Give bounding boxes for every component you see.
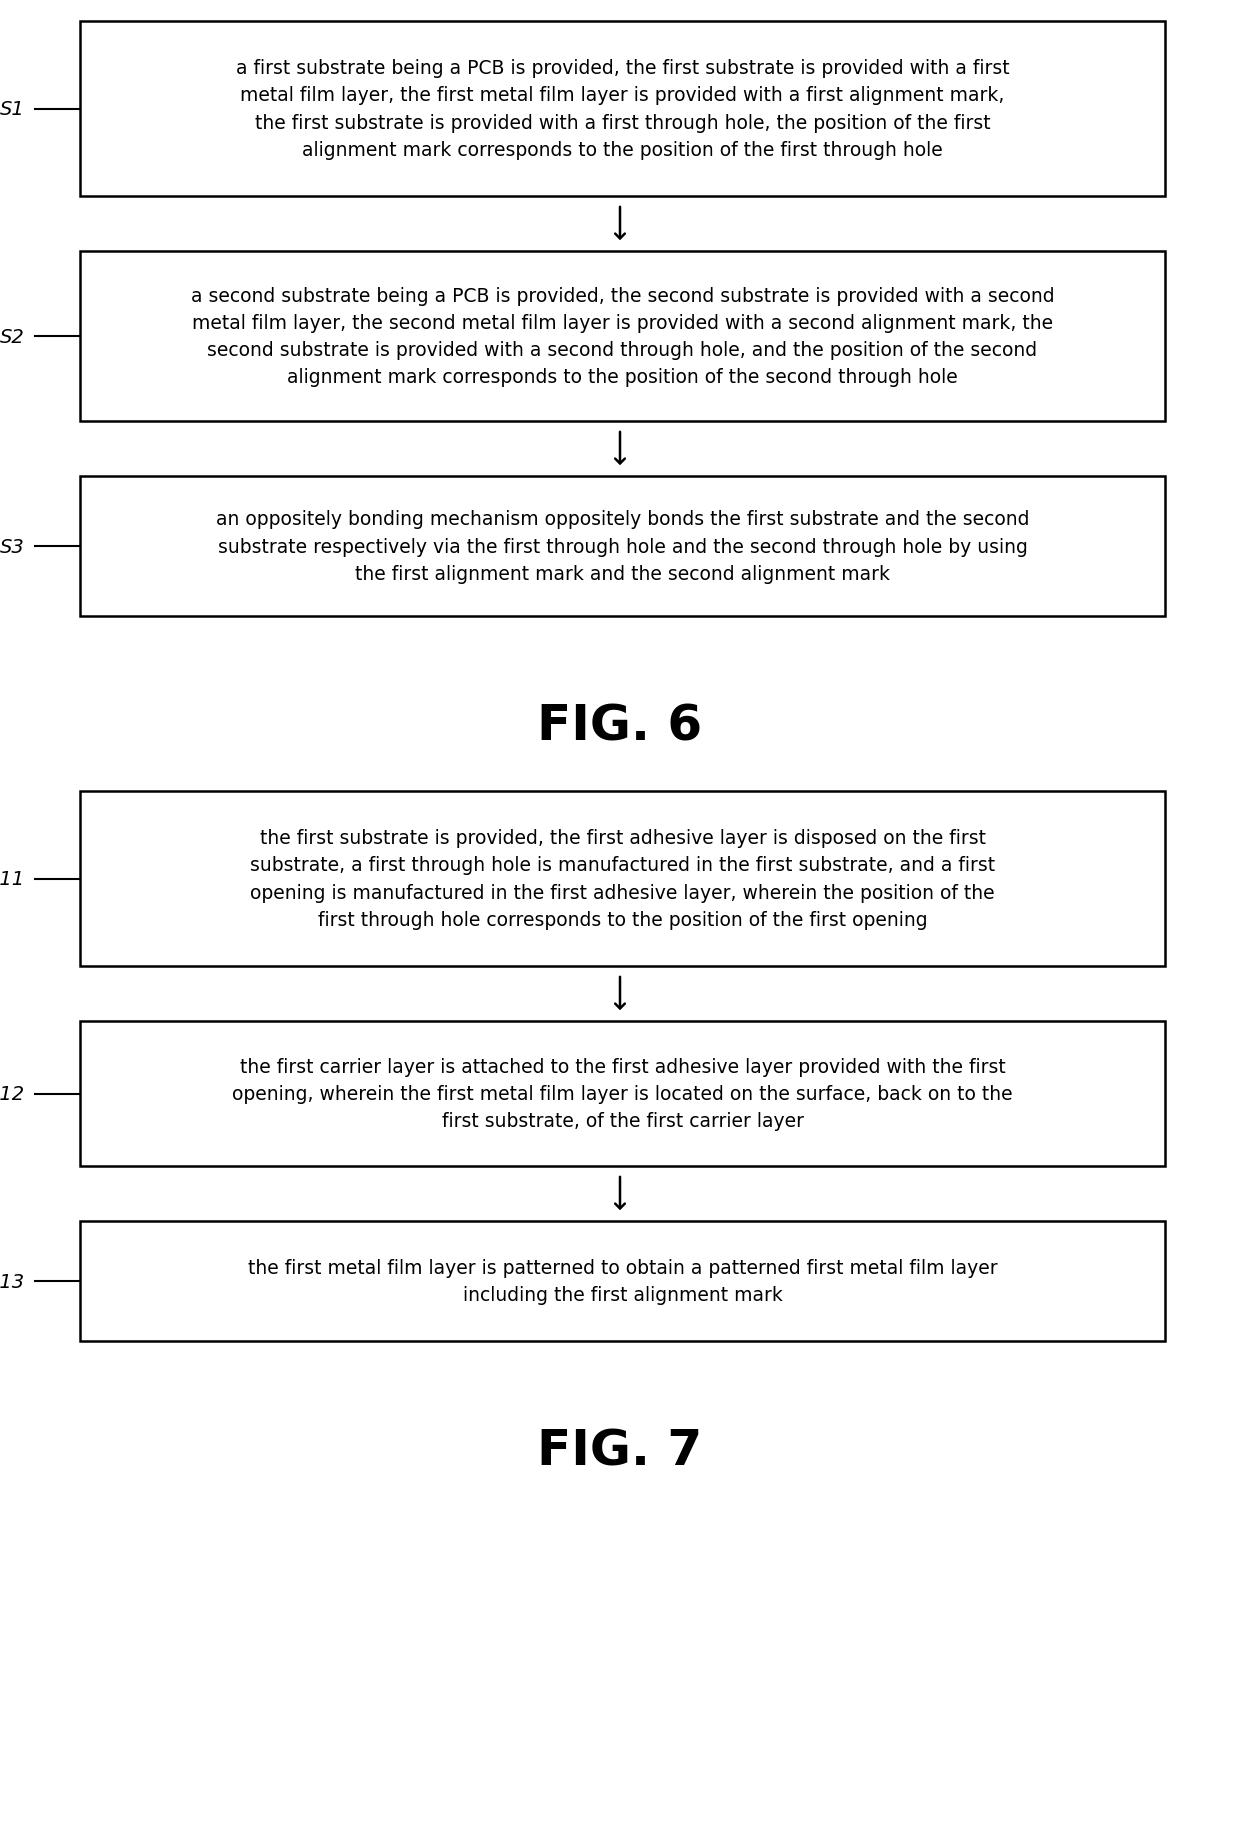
- Text: the first metal film layer is patterned to obtain a patterned first metal film l: the first metal film layer is patterned …: [248, 1259, 997, 1304]
- Text: S12: S12: [0, 1085, 25, 1103]
- Text: FIG. 6: FIG. 6: [537, 702, 703, 749]
- Text: S2: S2: [0, 328, 25, 346]
- Text: S13: S13: [0, 1271, 25, 1292]
- Text: a second substrate being a PCB is provided, the second substrate is provided wit: a second substrate being a PCB is provid…: [191, 286, 1054, 387]
- Text: S3: S3: [0, 537, 25, 557]
- Text: S1: S1: [0, 101, 25, 119]
- Bar: [81, 22, 1166, 196]
- Bar: [81, 791, 1166, 967]
- Bar: [81, 1222, 1166, 1341]
- Bar: [81, 251, 1166, 421]
- Text: the first substrate is provided, the first adhesive layer is disposed on the fir: the first substrate is provided, the fir…: [250, 828, 994, 929]
- Text: FIG. 7: FIG. 7: [537, 1427, 703, 1475]
- Text: the first carrier layer is attached to the first adhesive layer provided with th: the first carrier layer is attached to t…: [232, 1057, 1013, 1130]
- Bar: [81, 1022, 1166, 1167]
- Text: S11: S11: [0, 870, 25, 889]
- Text: a first substrate being a PCB is provided, the first substrate is provided with : a first substrate being a PCB is provide…: [236, 59, 1009, 159]
- Text: an oppositely bonding mechanism oppositely bonds the first substrate and the sec: an oppositely bonding mechanism opposite…: [216, 509, 1029, 583]
- Bar: [81, 476, 1166, 617]
